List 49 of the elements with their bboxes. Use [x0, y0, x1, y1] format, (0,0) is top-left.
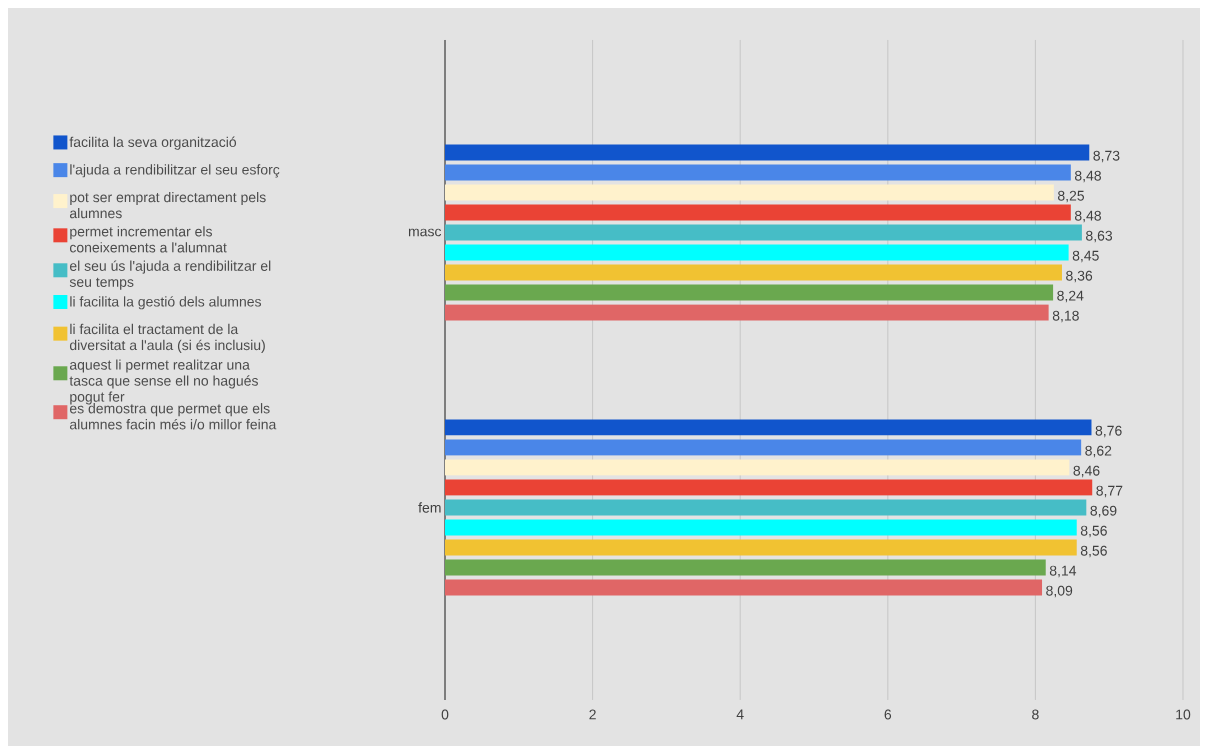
data-label: 8,45 [1072, 250, 1099, 263]
y-tick-label: fem [418, 502, 441, 513]
data-label: 8,09 [1046, 585, 1073, 598]
data-label: 8,48 [1074, 210, 1101, 223]
legend-label: aquest li permet realitzar una tasca que sense ell no hagués pogut fer [69, 359, 258, 405]
bar [445, 559, 1046, 576]
data-label: 8,63 [1086, 230, 1113, 243]
data-label: 8,76 [1095, 425, 1122, 438]
bar [445, 144, 1090, 161]
data-label: 8,48 [1074, 170, 1101, 183]
legend-label: facilita la seva organització [69, 136, 237, 150]
data-label: 8,36 [1066, 270, 1093, 283]
legend-label: l'ajuda a rendibilitzar el seu esforç [70, 164, 280, 178]
x-tick-label: 4 [736, 709, 744, 720]
x-tick-label: 10 [1176, 709, 1191, 720]
bar [445, 224, 1082, 241]
data-label: 8,18 [1052, 310, 1079, 323]
data-label: 8,24 [1057, 290, 1084, 303]
bar [445, 439, 1082, 456]
data-label: 8,62 [1085, 445, 1112, 458]
bar [445, 539, 1077, 556]
data-label: 8,69 [1090, 505, 1117, 518]
bar [445, 459, 1070, 476]
legend-label: li facilita el tractament de la diversitat a l'aula (si és inclusiu) [69, 323, 265, 353]
bar [445, 579, 1043, 596]
bar [445, 244, 1069, 261]
data-label: 8,46 [1073, 465, 1100, 478]
y-tick-label: masc [408, 228, 442, 237]
bar [445, 499, 1087, 516]
data-label: 8,73 [1093, 150, 1120, 163]
bar [445, 204, 1071, 221]
x-tick-label: 6 [884, 709, 892, 720]
bar [445, 479, 1093, 496]
x-tick-label: 0 [441, 709, 449, 720]
x-tick-label: 8 [1032, 709, 1039, 720]
data-label: 8,56 [1080, 525, 1107, 538]
bar [445, 164, 1071, 181]
bar [445, 284, 1054, 301]
data-label: 8,77 [1096, 485, 1123, 498]
x-tick-label: 2 [589, 709, 596, 720]
bar [445, 419, 1092, 436]
data-label: 8,14 [1049, 565, 1077, 578]
data-label: 8,56 [1080, 545, 1107, 558]
bar [445, 519, 1077, 536]
legend-label: li facilita la gestió dels alumnes [70, 296, 262, 310]
data-label: 8,25 [1057, 190, 1085, 203]
bar [445, 264, 1062, 281]
bar [445, 184, 1054, 201]
bar [445, 304, 1049, 321]
